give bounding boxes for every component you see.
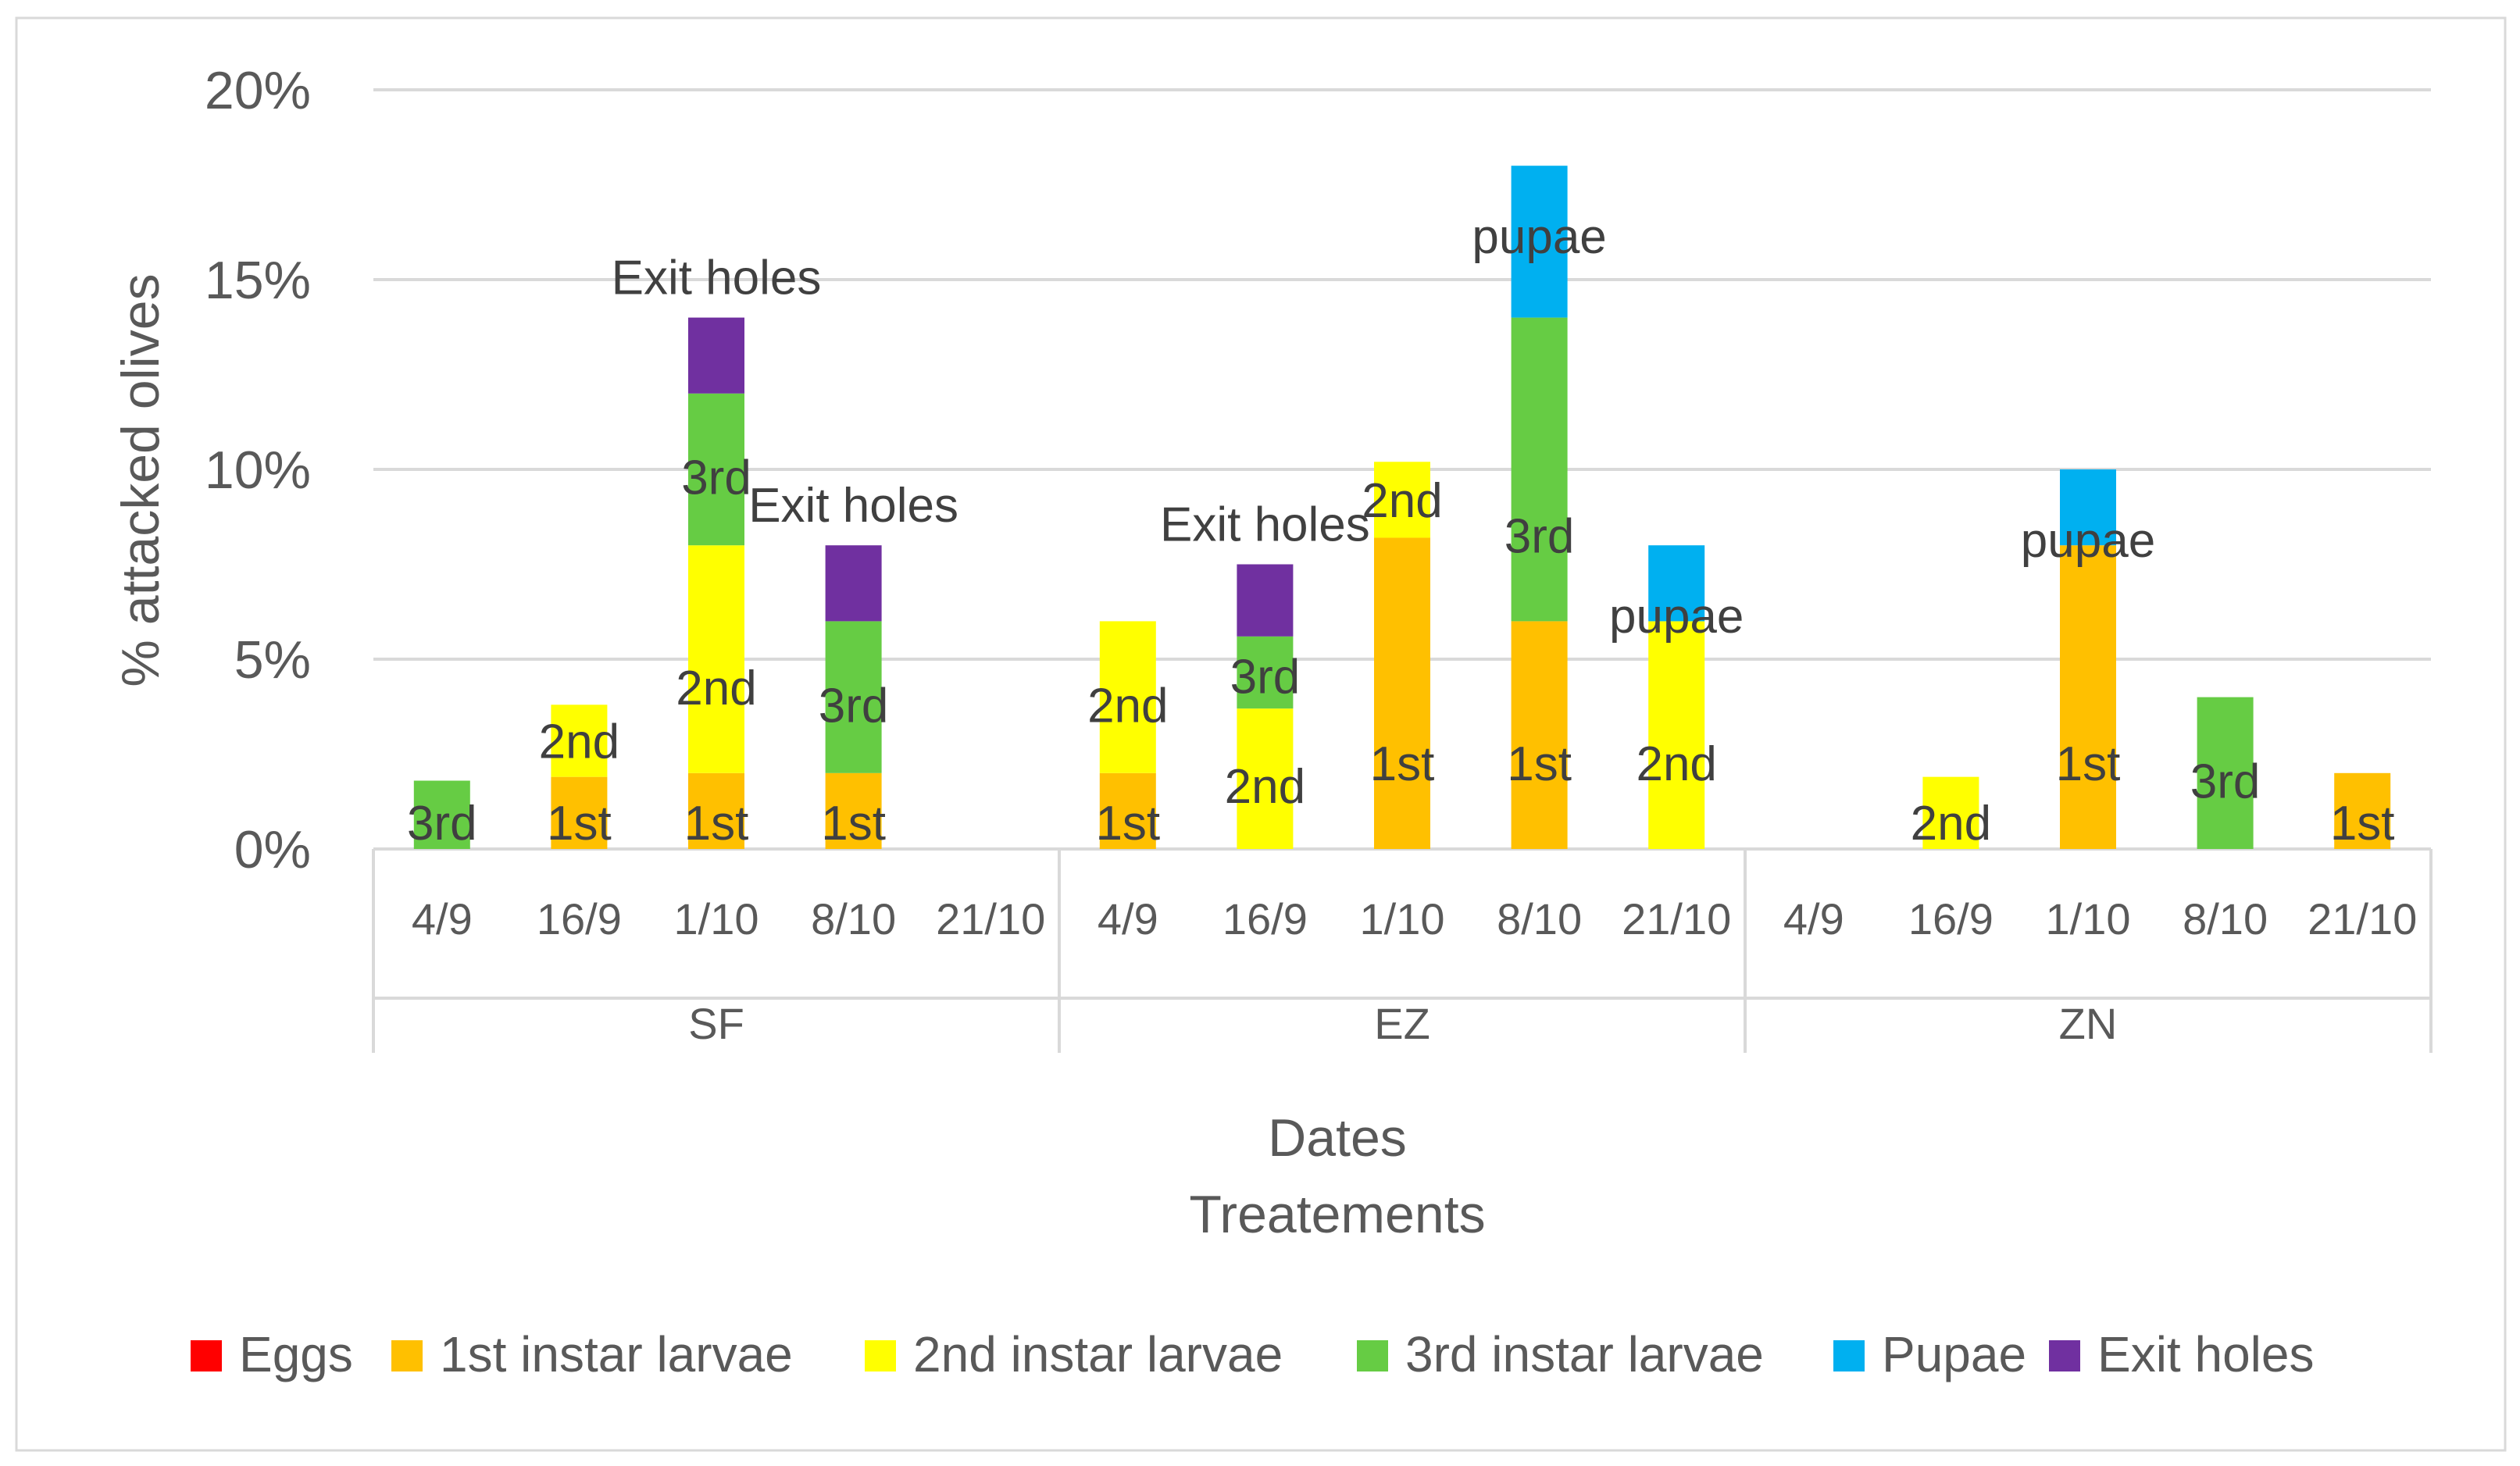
bar-segment	[413, 780, 470, 849]
bar-segment	[1237, 636, 1294, 709]
segment-data-label: pupae	[1609, 590, 1744, 644]
bar-segment	[1237, 708, 1294, 849]
legend-label: 2nd instar larvae	[913, 1326, 1283, 1382]
date-tick-label: 16/9	[1223, 894, 1308, 943]
y-tick-label: 20%	[205, 61, 311, 120]
segment-data-label: 3rd	[1505, 509, 1575, 563]
segment-data-label: 1st	[1095, 797, 1160, 851]
date-tick-label: 4/9	[1783, 894, 1844, 943]
group-label: EZ	[1374, 999, 1430, 1048]
legend-swatch	[391, 1340, 423, 1371]
bar-segment	[2197, 697, 2254, 849]
segment-data-label: pupae	[1472, 210, 1606, 264]
date-tick-label: 4/9	[412, 894, 473, 943]
bar-segment	[1511, 621, 1568, 849]
bar-segment	[2060, 469, 2116, 546]
segment-data-label: 1st	[1370, 737, 1435, 791]
segment-data-label: 3rd	[2190, 755, 2261, 809]
segment-data-label: 3rd	[819, 679, 889, 733]
segment-data-label: 1st	[2330, 797, 2395, 851]
x-axis: SF 4/9 16/9 1/10 8/10 21/10 EZ 4/9 16/9 1/10 8/10 2…	[372, 849, 2433, 1053]
legend-label: Exit holes	[2097, 1326, 2314, 1382]
segment-data-label: 1st	[821, 797, 886, 851]
group-label: SF	[688, 999, 744, 1048]
segment-data-label: 2nd	[1362, 474, 1442, 528]
segment-data-label: 2nd	[539, 715, 619, 769]
legend-swatch	[1833, 1340, 1865, 1371]
bar-segment	[2060, 545, 2116, 849]
segment-data-label: 2nd	[1087, 679, 1168, 733]
bar-segment	[2334, 772, 2391, 849]
bar-segment	[1374, 462, 1430, 538]
legend-swatch	[2049, 1340, 2080, 1371]
date-tick-label: 1/10	[2046, 894, 2131, 943]
segment-data-label: pupae	[2021, 514, 2155, 568]
date-tick-label: 8/10	[811, 894, 896, 943]
x-axis-title-dates: Dates	[1268, 1108, 1407, 1168]
segment-data-label: 1st	[684, 797, 749, 851]
date-tick-label: 21/10	[936, 894, 1045, 943]
segment-data-label: 1st	[2056, 737, 2121, 791]
date-tick-label: 8/10	[1497, 894, 1582, 943]
bar-segment	[551, 704, 608, 777]
bar-segment	[1374, 537, 1430, 849]
date-tick-label: 21/10	[2308, 894, 2417, 943]
date-tick-label: 21/10	[1622, 894, 1731, 943]
legend-swatch	[191, 1340, 222, 1371]
bar-segment	[825, 545, 882, 622]
x-axis-title-treatments: Treatements	[1189, 1185, 1485, 1244]
y-tick-label: 0%	[234, 820, 311, 879]
bar-segment	[688, 393, 744, 546]
bar-segment	[1511, 317, 1568, 622]
date-tick-label: 4/9	[1098, 894, 1158, 943]
date-tick-label: 1/10	[1360, 894, 1445, 943]
bar-segment	[1099, 621, 1156, 773]
segment-data-label: Exit holes	[612, 251, 822, 305]
bar-segment	[1922, 776, 1979, 849]
legend-label: Pupae	[1882, 1326, 2026, 1382]
legend-swatch	[1357, 1340, 1388, 1371]
bar-segment	[825, 772, 882, 849]
segment-data-label: 3rd	[1230, 651, 1301, 704]
segment-data-label: 2nd	[1636, 737, 1716, 791]
bar-segment	[688, 545, 744, 773]
legend-label: 1st instar larvae	[440, 1326, 793, 1382]
bar-segment	[825, 621, 882, 773]
y-tick-label: 10%	[205, 441, 311, 500]
segment-data-label: 3rd	[407, 797, 477, 851]
segment-data-label: 2nd	[1911, 797, 1991, 851]
date-tick-label: 16/9	[1908, 894, 1994, 943]
segment-data-label: Exit holes	[1160, 498, 1370, 552]
bar-segment	[1648, 545, 1705, 622]
y-axis-ticks: 0% 5% 10% 15% 20%	[205, 61, 311, 879]
legend: Eggs 1st instar larvae 2nd instar larvae 3r…	[191, 1326, 2314, 1382]
segment-data-label: 2nd	[1225, 760, 1305, 814]
date-tick-label: 8/10	[2183, 894, 2268, 943]
segment-data-label: 3rd	[681, 451, 751, 505]
group-label: ZN	[2059, 999, 2118, 1048]
bar-segment	[551, 776, 608, 849]
segment-data-label: 2nd	[676, 662, 756, 715]
y-tick-label: 5%	[234, 630, 311, 690]
legend-label: 3rd instar larvae	[1405, 1326, 1764, 1382]
y-axis-title: % attacked olives	[111, 273, 170, 687]
bar-segment	[688, 772, 744, 849]
bar-segment	[1648, 621, 1705, 849]
segment-data-label: 1st	[547, 797, 612, 851]
segment-data-label: Exit holes	[748, 479, 958, 533]
segment-data-label: 1st	[1507, 737, 1572, 791]
bar-segment	[1099, 772, 1156, 849]
legend-label: Eggs	[239, 1326, 353, 1382]
legend-swatch	[865, 1340, 896, 1371]
bar-segment	[688, 317, 744, 394]
date-tick-label: 16/9	[537, 894, 622, 943]
y-tick-label: 15%	[205, 251, 311, 310]
bar-segment	[1237, 564, 1294, 637]
bar-segment	[1511, 166, 1568, 318]
date-tick-label: 1/10	[674, 894, 759, 943]
